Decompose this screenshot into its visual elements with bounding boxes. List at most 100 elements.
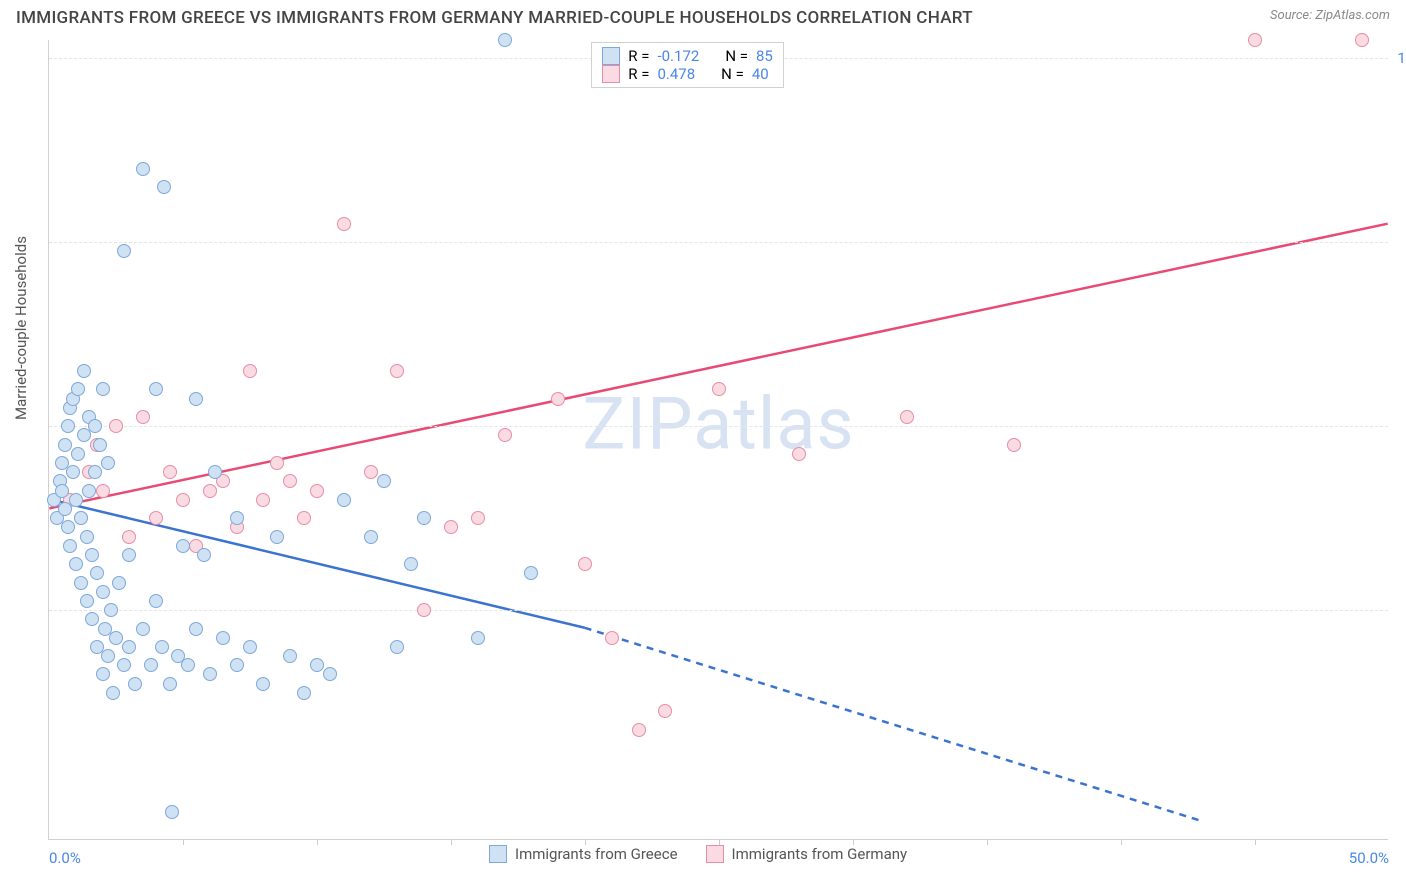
scatter-point-germany <box>1355 33 1369 47</box>
scatter-point-greece <box>149 382 163 396</box>
x-tick-mark <box>317 839 318 845</box>
legend-row-germany: R = 0.478N = 40 <box>602 65 773 83</box>
scatter-point-greece <box>90 566 104 580</box>
scatter-point-germany <box>632 723 646 737</box>
scatter-point-greece <box>69 557 83 571</box>
scatter-point-greece <box>208 465 222 479</box>
scatter-point-greece <box>61 520 75 534</box>
scatter-point-germany <box>176 493 190 507</box>
scatter-point-germany <box>605 631 619 645</box>
chart-title: IMMIGRANTS FROM GREECE VS IMMIGRANTS FRO… <box>16 8 973 28</box>
series-label: Immigrants from Germany <box>732 845 908 863</box>
y-axis-label: Married-couple Households <box>12 236 30 420</box>
scatter-point-greece <box>377 474 391 488</box>
scatter-point-greece <box>203 667 217 681</box>
scatter-point-greece <box>74 576 88 590</box>
scatter-point-greece <box>88 419 102 433</box>
scatter-point-greece <box>74 511 88 525</box>
scatter-point-greece <box>101 649 115 663</box>
scatter-point-germany <box>310 484 324 498</box>
scatter-point-greece <box>337 493 351 507</box>
scatter-point-greece <box>157 180 171 194</box>
x-tick-mark <box>451 839 452 845</box>
legend-r-value: 0.478 <box>657 65 695 83</box>
scatter-point-greece <box>256 677 270 691</box>
source-attribution: Source: ZipAtlas.com <box>1270 8 1390 23</box>
scatter-point-greece <box>71 447 85 461</box>
scatter-point-greece <box>71 382 85 396</box>
legend-swatch <box>706 845 724 863</box>
scatter-point-greece <box>498 33 512 47</box>
legend-r-label: R = <box>628 65 649 83</box>
legend-swatch <box>602 65 620 83</box>
scatter-point-greece <box>297 686 311 700</box>
scatter-point-greece <box>471 631 485 645</box>
scatter-point-greece <box>112 576 126 590</box>
series-legend-item-greece: Immigrants from Greece <box>489 845 678 863</box>
legend-row-greece: R = -0.172 N = 85 <box>602 47 773 65</box>
scatter-point-greece <box>404 557 418 571</box>
scatter-point-greece <box>88 465 102 479</box>
scatter-point-germany <box>283 474 297 488</box>
scatter-point-greece <box>136 162 150 176</box>
scatter-point-germany <box>444 520 458 534</box>
scatter-point-greece <box>80 594 94 608</box>
scatter-point-greece <box>117 244 131 258</box>
scatter-point-germany <box>297 511 311 525</box>
scatter-point-germany <box>256 493 270 507</box>
scatter-point-greece <box>104 603 118 617</box>
legend-r-value: -0.172 <box>657 47 699 65</box>
scatter-point-germany <box>417 603 431 617</box>
scatter-point-greece <box>58 438 72 452</box>
scatter-point-germany <box>364 465 378 479</box>
scatter-point-germany <box>900 410 914 424</box>
scatter-point-greece <box>364 530 378 544</box>
x-tick-mark <box>1255 839 1256 845</box>
legend-n-label: N = <box>721 65 744 83</box>
scatter-point-greece <box>66 465 80 479</box>
gridline <box>49 242 1388 243</box>
scatter-point-germany <box>149 511 163 525</box>
scatter-point-greece <box>181 658 195 672</box>
scatter-point-greece <box>155 640 169 654</box>
scatter-point-germany <box>109 419 123 433</box>
scatter-point-germany <box>498 428 512 442</box>
scatter-point-greece <box>270 530 284 544</box>
scatter-point-greece <box>417 511 431 525</box>
scatter-point-greece <box>310 658 324 672</box>
scatter-point-germany <box>792 447 806 461</box>
scatter-point-greece <box>230 511 244 525</box>
scatter-point-germany <box>1248 33 1262 47</box>
legend-swatch <box>602 47 620 65</box>
scatter-point-germany <box>203 484 217 498</box>
scatter-point-greece <box>106 686 120 700</box>
scatter-point-greece <box>101 456 115 470</box>
scatter-point-greece <box>144 658 158 672</box>
scatter-point-greece <box>96 382 110 396</box>
scatter-point-germany <box>243 364 257 378</box>
scatter-point-germany <box>122 530 136 544</box>
scatter-point-greece <box>189 622 203 636</box>
x-tick-mark <box>183 839 184 845</box>
legend-n-value: 85 <box>756 47 773 65</box>
correlation-legend: R = -0.172N = 85R = 0.478N = 40 <box>591 42 784 88</box>
scatter-point-greece <box>165 805 179 819</box>
legend-n-label: N = <box>725 47 748 65</box>
scatter-point-germany <box>551 392 565 406</box>
scatter-point-greece <box>524 566 538 580</box>
scatter-point-greece <box>85 548 99 562</box>
scatter-point-greece <box>163 677 177 691</box>
legend-r-label: R = <box>628 47 649 65</box>
scatter-point-greece <box>61 419 75 433</box>
scatter-point-greece <box>80 530 94 544</box>
x-tick-label: 50.0% <box>1349 849 1389 867</box>
scatter-point-greece <box>243 640 257 654</box>
scatter-point-germany <box>270 456 284 470</box>
x-tick-mark <box>987 839 988 845</box>
scatter-point-greece <box>96 585 110 599</box>
scatter-point-greece <box>189 392 203 406</box>
scatter-point-germany <box>1007 438 1021 452</box>
scatter-point-germany <box>390 364 404 378</box>
scatter-point-greece <box>216 631 230 645</box>
scatter-point-germany <box>96 484 110 498</box>
